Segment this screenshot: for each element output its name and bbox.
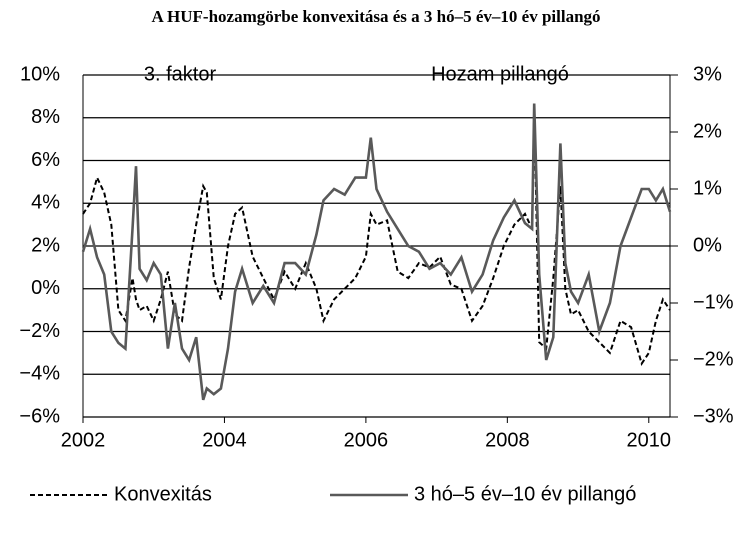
chart-title: A HUF-hozamgörbe konvexitása és a 3 hó–5… xyxy=(151,7,600,26)
y-tick-label: 4% xyxy=(31,192,60,214)
annotation: 3. faktor xyxy=(144,63,217,85)
annotation: Hozam pillangó xyxy=(431,63,569,85)
y2-tick-label: −2% xyxy=(693,348,734,370)
y-tick-label: 2% xyxy=(31,234,60,256)
y2-tick-label: 2% xyxy=(693,120,722,142)
legend-label: Konvexitás xyxy=(114,483,212,505)
y-tick-label: 10% xyxy=(20,63,60,85)
x-tick-label: 2010 xyxy=(627,429,672,451)
y2-tick-label: 1% xyxy=(693,177,722,199)
y2-tick-label: −1% xyxy=(693,291,734,313)
y2-tick-label: −3% xyxy=(693,405,734,427)
x-tick-label: 2008 xyxy=(485,429,530,451)
series-line xyxy=(82,107,671,366)
y2-tick-label: 3% xyxy=(693,63,722,85)
x-tick-label: 2006 xyxy=(344,429,389,451)
x-tick-label: 2002 xyxy=(61,429,106,451)
y2-tick-label: 0% xyxy=(693,234,722,256)
y-tick-label: −2% xyxy=(19,320,60,342)
y-tick-label: −4% xyxy=(19,363,60,385)
series-line xyxy=(81,103,672,401)
x-tick-label: 2004 xyxy=(202,429,247,451)
y-tick-label: 6% xyxy=(31,149,60,171)
y-tick-label: 8% xyxy=(31,106,60,128)
y-tick-label: 0% xyxy=(31,277,60,299)
legend-label: 3 hó–5 év–10 év pillangó xyxy=(414,483,636,505)
y-tick-label: −6% xyxy=(19,405,60,427)
